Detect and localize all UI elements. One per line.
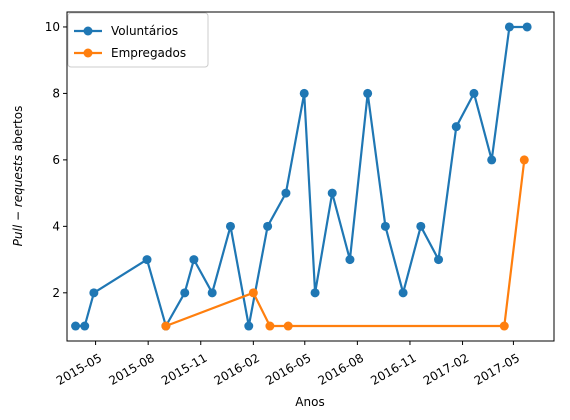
- data-point-1-26: [522, 22, 532, 32]
- x-tick-label-9: 2017-05: [472, 351, 522, 388]
- data-point-1-14: [310, 288, 320, 298]
- x-axis-label: Anos: [295, 395, 324, 409]
- data-point-2-2: [248, 288, 258, 298]
- data-point-1-7: [189, 255, 199, 265]
- x-tick-label-6: 2016-08: [316, 351, 366, 388]
- data-point-1-4: [142, 255, 152, 265]
- data-point-1-11: [263, 221, 273, 231]
- plot-frame: [66, 11, 555, 342]
- x-tick-label-8: 2017-02: [421, 351, 471, 388]
- x-tick-label-2: 2015-08: [106, 351, 156, 388]
- legend-marker-2: [83, 48, 93, 58]
- data-point-1-24: [487, 155, 497, 165]
- data-point-1-15: [327, 188, 337, 198]
- data-point-2-4: [283, 321, 293, 331]
- data-point-2-5: [499, 321, 509, 331]
- y-axis-label-rest: abertos: [11, 106, 25, 155]
- y-tick-label-2: 4: [52, 219, 60, 233]
- x-tick-label-3: 2015-11: [159, 351, 209, 388]
- series-line-1: [75, 25, 528, 328]
- x-tick-label-7: 2016-11: [368, 351, 418, 388]
- x-axis: 2015-05 2015-08 2015-11 2016-02 2016-05 2016-…: [54, 341, 522, 388]
- data-point-2-1: [161, 321, 171, 331]
- data-point-1-16: [345, 255, 355, 265]
- data-point-2-6: [519, 155, 529, 165]
- y-tick-label-1: 2: [52, 286, 60, 300]
- y-tick-label-5: 10: [45, 20, 60, 34]
- data-point-1-22: [451, 122, 461, 132]
- y-axis-label: Pull − requests abertos: [11, 106, 25, 247]
- data-point-1-18: [380, 221, 390, 231]
- data-point-1-25: [504, 22, 514, 32]
- legend-box: [67, 12, 209, 68]
- series-2: [161, 155, 529, 331]
- data-point-1-13: [299, 88, 309, 98]
- data-point-1-8: [207, 288, 217, 298]
- data-point-1-12: [281, 188, 291, 198]
- data-point-2-3: [265, 321, 275, 331]
- legend-label-1: Voluntários: [111, 24, 178, 38]
- data-point-1-19: [398, 288, 408, 298]
- x-tick-label-1: 2015-05: [54, 351, 104, 388]
- series-1: [71, 22, 532, 331]
- data-point-1-6: [180, 288, 190, 298]
- x-tick-label-5: 2016-05: [263, 351, 313, 388]
- x-tick-label-4: 2016-02: [212, 351, 262, 388]
- data-point-1-10: [244, 321, 254, 331]
- data-point-1-9: [225, 221, 235, 231]
- data-point-1-20: [416, 221, 426, 231]
- y-axis-label-italic: Pull − requests: [11, 155, 25, 246]
- data-point-1-17: [363, 88, 373, 98]
- data-point-1-21: [434, 255, 444, 265]
- y-tick-label-3: 6: [52, 153, 60, 167]
- series-line-2: [165, 159, 526, 328]
- legend: Voluntários Empregados: [67, 12, 209, 68]
- y-axis: 2 4 6 8 10: [45, 20, 67, 300]
- legend-marker-1: [83, 26, 93, 36]
- legend-label-2: Empregados: [111, 46, 186, 60]
- data-point-1-1: [71, 321, 81, 331]
- data-point-1-2: [80, 321, 90, 331]
- plot-area: [71, 22, 532, 331]
- data-point-1-23: [469, 88, 479, 98]
- y-tick-label-4: 8: [52, 86, 60, 100]
- data-point-1-3: [89, 288, 99, 298]
